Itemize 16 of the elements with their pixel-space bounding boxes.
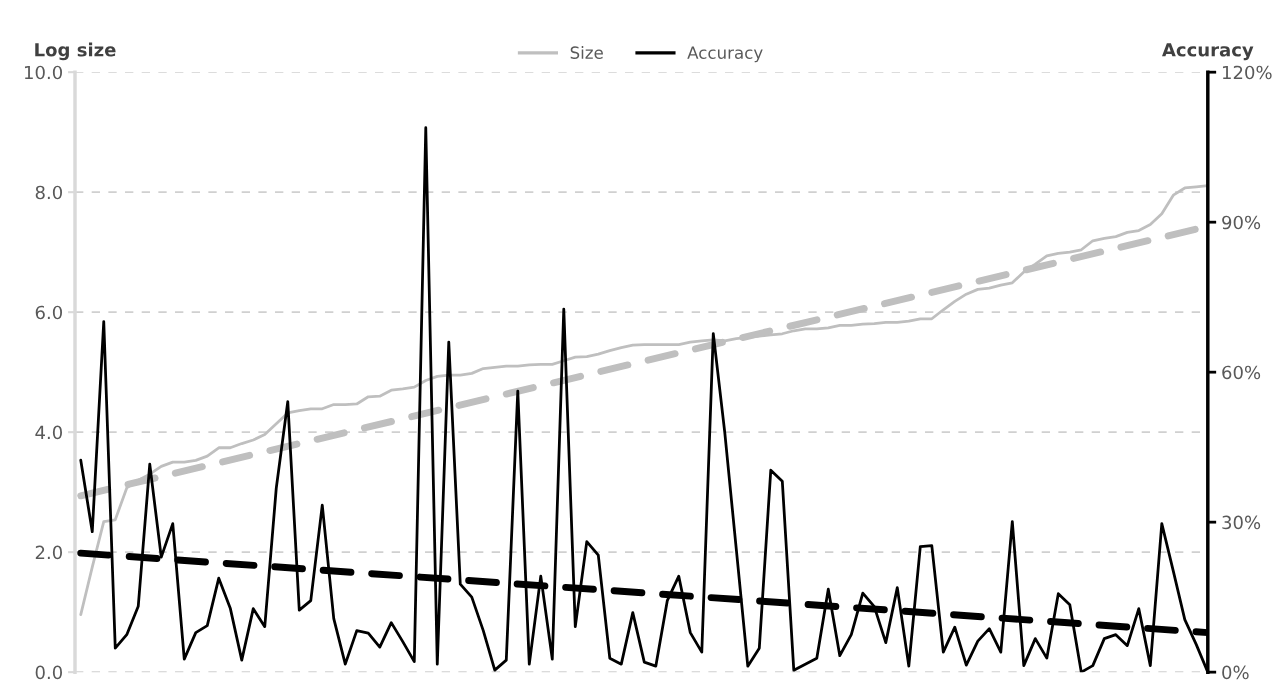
y-tick-label: 10.0 <box>24 65 62 80</box>
y-axis-title: Log size <box>35 42 116 61</box>
legend-label: Size <box>570 46 603 59</box>
y-tick-label: 2.0 <box>35 545 62 560</box>
legend-label: Accuracy <box>687 46 763 63</box>
y2-tick-label: 90% <box>1222 215 1261 230</box>
y2-tick-label: 30% <box>1222 515 1261 530</box>
y-tick-label: 8.0 <box>35 185 62 200</box>
y-tick-label: 6.0 <box>35 305 62 320</box>
y-tick-label: 0.0 <box>35 665 62 680</box>
line-series <box>79 184 1208 616</box>
y2-tick-label: 60% <box>1222 365 1261 380</box>
y-tick-label: 4.0 <box>35 425 62 440</box>
y2-tick-label: 0% <box>1222 665 1249 680</box>
y2-tick-label: 120% <box>1222 65 1272 80</box>
y2-axis-title: Accuracy <box>1162 43 1254 61</box>
